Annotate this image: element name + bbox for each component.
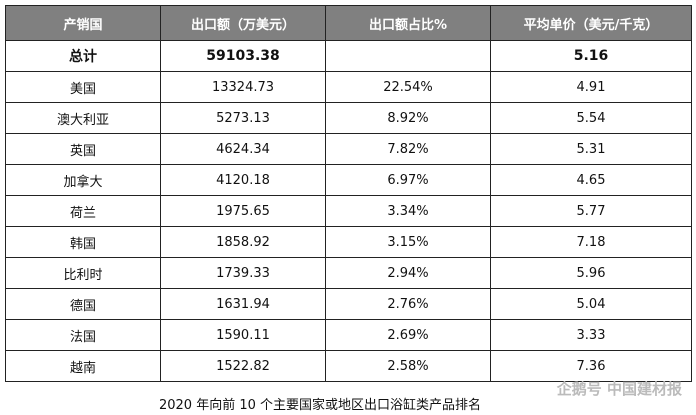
table-cell: 22.54% [325,71,491,103]
table-cell: 越南 [5,350,161,382]
table-cell: 4.91 [490,71,692,103]
header-cell: 出口额（万美元） [160,5,326,41]
table-cell: 5.77 [490,195,692,227]
table-cell: 3.34% [325,195,491,227]
table-cell: 13324.73 [160,71,326,103]
table-cell: 1522.82 [160,350,326,382]
table-cell: 2.58% [325,350,491,382]
table-cell: 3.15% [325,226,491,258]
table-cell: 3.33 [490,319,692,351]
export-table: 产销国 出口额（万美元） 出口额占比% 平均单价（美元/千克） 总计 59103.38 5… [5,5,692,382]
table-cell: 4120.18 [160,164,326,196]
table-cell: 德国 [5,288,161,320]
table-cell: 美国 [5,71,161,103]
table-cell: 加拿大 [5,164,161,196]
table-row: 越南 1522.82 2.58% 7.36 [5,350,692,382]
table-cell: 5.04 [490,288,692,320]
table-row: 韩国 1858.92 3.15% 7.18 [5,226,692,258]
table-cell: 1590.11 [160,319,326,351]
caption: 2020 年向前 10 个主要国家或地区出口浴缸类产品排名 [158,398,482,413]
table-body: 总计 59103.38 5.16 美国 13324.73 22.54% 4.91 澳大利亚 52… [5,40,692,382]
table-cell: 总计 [5,40,161,72]
table-cell: 59103.38 [160,40,326,72]
header-cell: 产销国 [5,5,161,41]
table-cell: 比利时 [5,257,161,289]
table-row: 法国 1590.11 2.69% 3.33 [5,319,692,351]
table-cell: 韩国 [5,226,161,258]
table-cell: 6.97% [325,164,491,196]
table-cell: 5.31 [490,133,692,165]
table-row: 澳大利亚 5273.13 8.92% 5.54 [5,102,692,134]
table-row: 荷兰 1975.65 3.34% 5.77 [5,195,692,227]
table-cell: 荷兰 [5,195,161,227]
table-row: 美国 13324.73 22.54% 4.91 [5,71,692,103]
table-row: 英国 4624.34 7.82% 5.31 [5,133,692,165]
table-cell: 法国 [5,319,161,351]
table-cell: 4624.34 [160,133,326,165]
table-cell: 2.94% [325,257,491,289]
table-cell: 2.69% [325,319,491,351]
table-cell: 5.96 [490,257,692,289]
watermark: 企鹅号 中国建材报 [556,380,682,398]
table-cell: 1858.92 [160,226,326,258]
table-row: 总计 59103.38 5.16 [5,40,692,72]
table-cell [325,40,491,72]
table-row: 比利时 1739.33 2.94% 5.96 [5,257,692,289]
table-cell: 5.16 [490,40,692,72]
table-cell: 5.54 [490,102,692,134]
header-row: 产销国 出口额（万美元） 出口额占比% 平均单价（美元/千克） [5,5,692,41]
table-cell: 1631.94 [160,288,326,320]
table-cell: 2.76% [325,288,491,320]
table-row: 德国 1631.94 2.76% 5.04 [5,288,692,320]
table-cell: 7.36 [490,350,692,382]
table-cell: 1975.65 [160,195,326,227]
table-cell: 8.92% [325,102,491,134]
table-cell: 5273.13 [160,102,326,134]
table-cell: 4.65 [490,164,692,196]
header-cell: 出口额占比% [325,5,491,41]
table-cell: 1739.33 [160,257,326,289]
header-cell: 平均单价（美元/千克） [490,5,692,41]
table-cell: 英国 [5,133,161,165]
table-cell: 7.82% [325,133,491,165]
table-cell: 澳大利亚 [5,102,161,134]
table-cell: 7.18 [490,226,692,258]
table-row: 加拿大 4120.18 6.97% 4.65 [5,164,692,196]
